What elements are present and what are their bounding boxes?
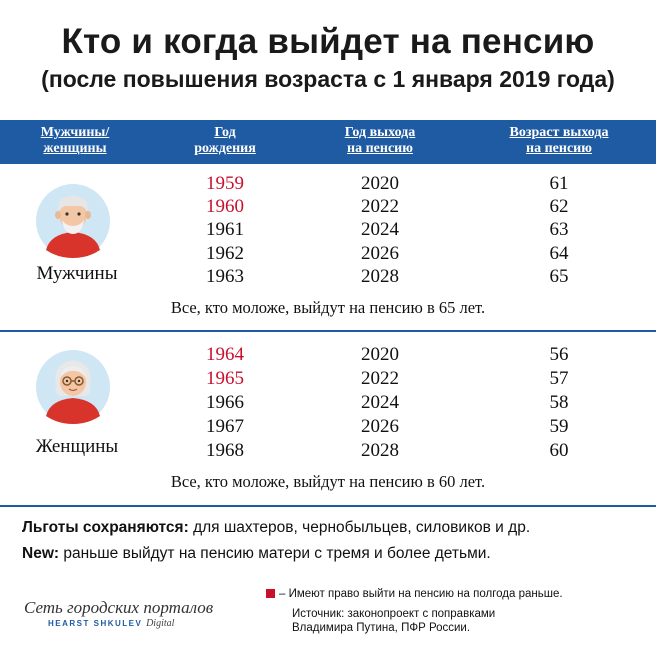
table-row: 1966 2024 58 bbox=[206, 392, 569, 413]
benefits-line: Льготы сохраняются: для шахтеров, черноб… bbox=[22, 519, 531, 536]
logo: Сеть городских порталов bbox=[24, 598, 214, 617]
table-row: 1967 2026 59 bbox=[206, 416, 569, 437]
section-divider bbox=[0, 330, 656, 332]
new-info-line: New: раньше выйдут на пенсию матери с тр… bbox=[22, 545, 491, 562]
header-birth-year: Год рождения bbox=[194, 125, 256, 156]
table-row: 1962 2026 64 bbox=[206, 243, 569, 264]
source-note: Источник: законопроект с поправками Влад… bbox=[292, 608, 496, 634]
table-row: 1965 2022 57 bbox=[206, 368, 569, 389]
section-divider bbox=[0, 505, 656, 507]
table-row: 1968 2028 60 bbox=[206, 440, 569, 461]
header-exit-age: Возраст выхода на пенсию bbox=[509, 125, 609, 156]
table-row: 1964 2020 56 bbox=[206, 344, 569, 365]
table-row: 1963 2028 65 bbox=[206, 266, 569, 287]
table-row: 1961 2024 63 bbox=[206, 219, 569, 240]
red-square-icon bbox=[266, 589, 275, 599]
old-woman-icon bbox=[36, 350, 110, 424]
header-gender: Мужчины/ женщины bbox=[40, 125, 110, 156]
women-note: Все, кто моложе, выйдут на пенсию в 60 л… bbox=[170, 472, 486, 491]
men-label: Мужчины bbox=[36, 263, 118, 284]
women-label: Женщины bbox=[35, 436, 119, 457]
legend: – Имеют право выйти на пенсию на полгода… bbox=[266, 588, 563, 600]
old-man-icon bbox=[36, 184, 110, 258]
page-subtitle: (после повышения возраста с 1 января 201… bbox=[41, 66, 615, 92]
table-row: 1959 2020 61 bbox=[206, 173, 569, 194]
logo-subtitle: HEARST SHKULEV Digital bbox=[48, 618, 175, 629]
table-header: Мужчины/ женщины Год рождения Год выхода… bbox=[0, 120, 656, 164]
page-title: Кто и когда выйдет на пенсию bbox=[61, 22, 595, 61]
header-exit-year: Год выхода на пенсию bbox=[344, 125, 416, 156]
table-row: 1960 2022 62 bbox=[206, 196, 569, 217]
men-note: Все, кто моложе, выйдут на пенсию в 65 л… bbox=[170, 298, 486, 317]
